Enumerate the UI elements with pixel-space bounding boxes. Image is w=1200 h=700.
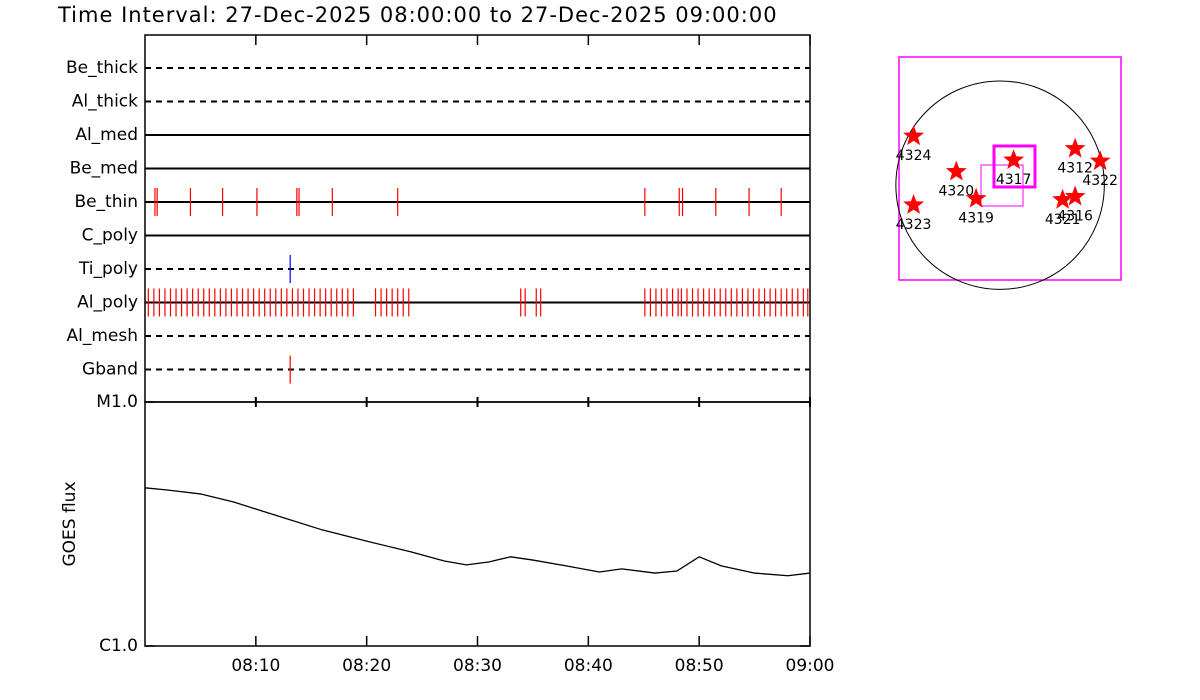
region-label: 4322	[1082, 173, 1118, 189]
row-label: Al_poly	[77, 293, 138, 313]
region-label: 4323	[896, 217, 932, 233]
x-tick-label: 08:20	[342, 656, 391, 676]
map-frame	[898, 56, 1122, 281]
row-label: Al_thick	[72, 92, 138, 112]
y-tick-label: M1.0	[96, 392, 138, 412]
title: Time Interval: 27-Dec-2025 08:00:00 to 2…	[57, 3, 778, 27]
row-label: Be_thin	[74, 192, 138, 212]
region-label: 4320	[939, 184, 975, 200]
row-label: Be_med	[70, 159, 138, 179]
region-star	[1064, 185, 1086, 206]
solar-disk	[895, 80, 1105, 290]
region-star	[903, 194, 925, 214]
region-label: 4317	[996, 172, 1032, 188]
timeline-frame	[144, 34, 811, 403]
region-star	[1052, 188, 1074, 209]
x-tick-label: 08:10	[231, 656, 280, 676]
region-label: 4319	[958, 211, 994, 227]
region-star	[1064, 137, 1086, 158]
row-label: Al_mesh	[66, 326, 138, 346]
flux-line	[144, 487, 811, 577]
region-star	[903, 125, 925, 146]
region-label: 4316	[1057, 209, 1093, 225]
x-tick-label: 08:50	[675, 656, 724, 676]
region-label: 4321	[1045, 212, 1081, 228]
x-tick-label: 09:00	[786, 656, 835, 676]
region-star	[1003, 149, 1025, 170]
y-axis-label: GOES flux	[60, 481, 80, 566]
region-label: 4324	[896, 148, 932, 164]
goes-frame	[144, 401, 811, 647]
region-star	[945, 160, 967, 181]
row-label: Ti_poly	[78, 259, 138, 279]
fov-box	[992, 144, 1037, 189]
row-label: Gband	[82, 360, 138, 380]
y-tick-label: C1.0	[99, 636, 138, 656]
row-label: C_poly	[82, 226, 138, 246]
region-label: 4312	[1057, 161, 1093, 177]
row-label: Al_med	[75, 125, 138, 145]
region-star	[1089, 150, 1111, 171]
x-tick-label: 08:40	[564, 656, 613, 676]
row-label: Be_thick	[66, 58, 138, 78]
x-tick-label: 08:30	[453, 656, 502, 676]
region-star	[965, 187, 987, 208]
fov-box	[980, 164, 1024, 207]
